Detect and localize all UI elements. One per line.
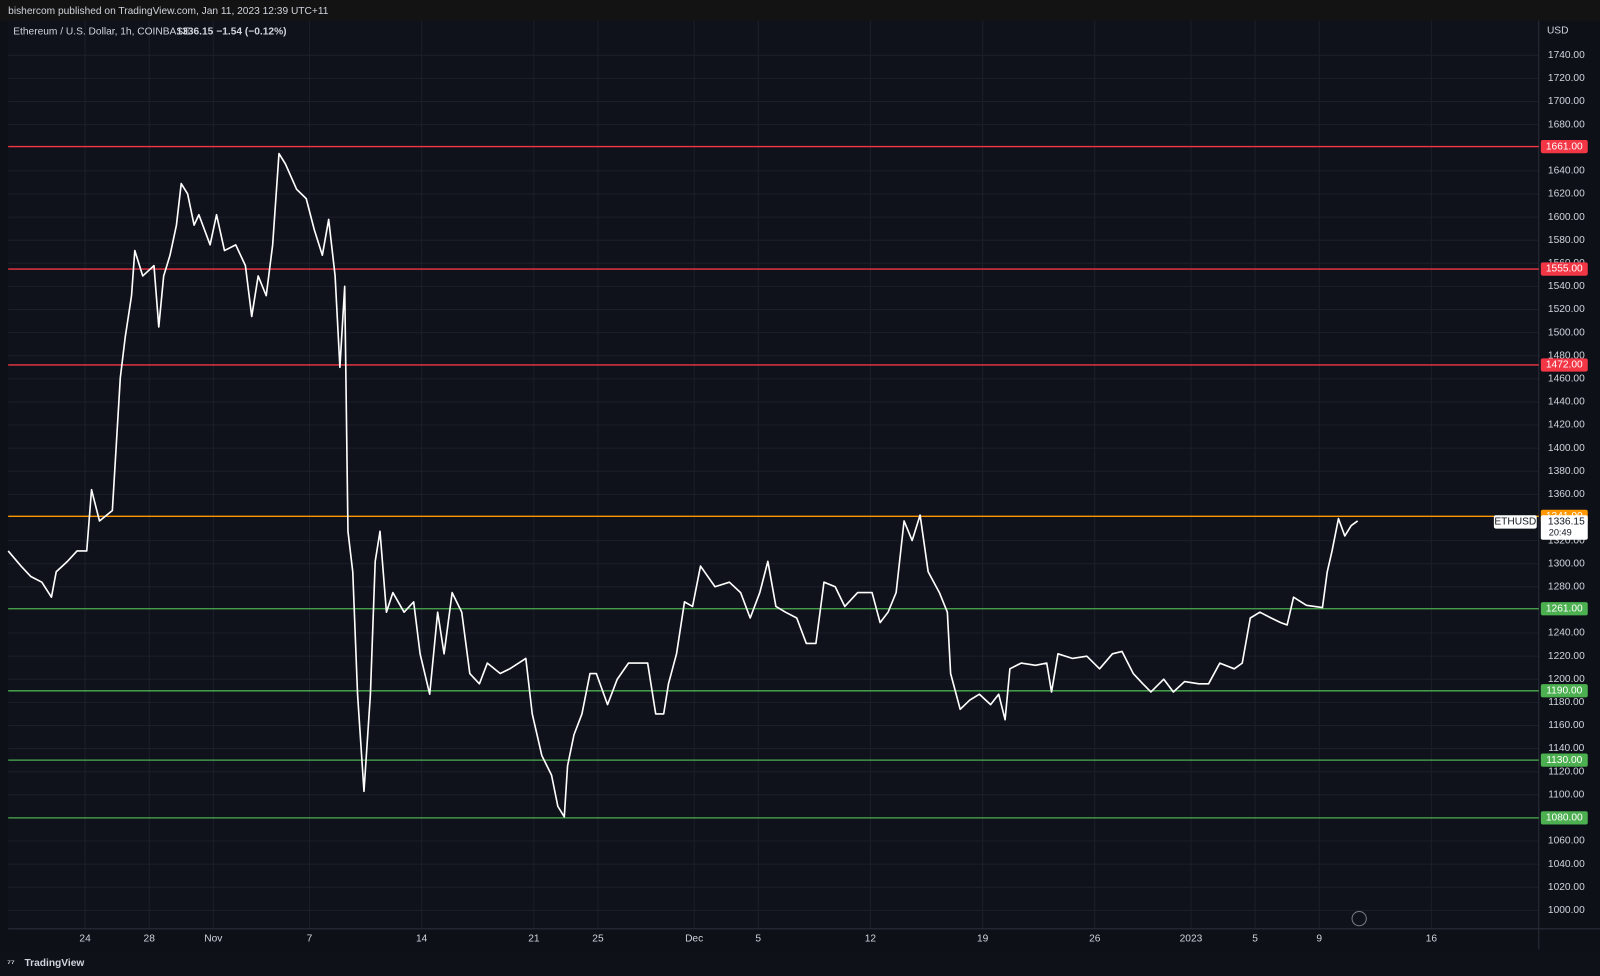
y-tick-label: 1000.00 <box>1548 905 1585 916</box>
x-tick-label: 19 <box>977 934 989 945</box>
price-tag <box>1540 515 1588 540</box>
grid <box>8 20 1539 929</box>
y-tick-label: 1580.00 <box>1548 235 1585 246</box>
level-tag-label: 1080.00 <box>1546 813 1583 824</box>
x-tick-label: 2023 <box>1180 934 1203 945</box>
y-tick-label: 1520.00 <box>1548 304 1585 315</box>
y-tick-label: 1680.00 <box>1548 119 1585 130</box>
level-tag-label: 1190.00 <box>1546 685 1582 696</box>
price-tag-label: 1336.15 <box>1548 517 1585 528</box>
bottom-bar <box>0 951 1600 976</box>
y-tick-label: 1720.00 <box>1548 73 1585 84</box>
currency-label: USD <box>1547 26 1569 37</box>
y-tick-label: 1420.00 <box>1548 420 1585 431</box>
legend-price: 1336.15 <box>177 27 214 38</box>
legend-change: −1.54 (−0.12%) <box>216 27 286 38</box>
x-tick-label: 5 <box>755 934 761 945</box>
x-tick-label: 14 <box>416 934 428 945</box>
y-tick-label: 1220.00 <box>1548 651 1585 662</box>
symbol-tag-label: ETHUSD <box>1494 517 1536 528</box>
y-tick-label: 1280.00 <box>1548 581 1585 592</box>
level-tag-label: 1130.00 <box>1546 755 1582 766</box>
x-tick-label: 12 <box>865 934 877 945</box>
x-tick-label: 24 <box>79 934 91 945</box>
y-tick-label: 1600.00 <box>1548 212 1585 223</box>
y-tick-label: 1160.00 <box>1548 720 1584 731</box>
replay-icon[interactable] <box>1351 910 1367 927</box>
level-tag-label: 1661.00 <box>1546 141 1583 152</box>
level-tag <box>1540 602 1588 616</box>
symbol-title: Ethereum / U.S. Dollar, 1h, COINBASE <box>13 27 190 38</box>
y-tick-label: 1700.00 <box>1548 96 1585 107</box>
level-tag <box>1540 139 1588 154</box>
y-tick-label: 1500.00 <box>1548 327 1585 338</box>
y-tick-label: 1540.00 <box>1548 281 1585 292</box>
y-tick-label: 1440.00 <box>1548 397 1585 408</box>
y-tick-label: 1200.00 <box>1548 674 1585 685</box>
level-tag <box>1540 811 1588 825</box>
level-tag <box>1540 262 1588 276</box>
x-tick-label: 26 <box>1089 934 1101 945</box>
y-tick-label: 1400.00 <box>1548 443 1585 454</box>
y-tick-label: 1120.00 <box>1548 766 1584 777</box>
x-tick-label: 9 <box>1316 934 1322 945</box>
y-tick-label: 1060.00 <box>1548 836 1585 847</box>
symbol-tag <box>1493 515 1537 529</box>
price-line <box>7 152 1359 818</box>
level-tag-label: 1472.00 <box>1546 360 1583 371</box>
plot-area <box>8 20 1539 929</box>
y-tick-label: 1180.00 <box>1548 697 1584 708</box>
level-tag <box>1540 753 1588 767</box>
level-tag <box>1540 684 1588 698</box>
y-tick-label: 1620.00 <box>1548 189 1585 200</box>
y-tick-label: 1360.00 <box>1548 489 1585 500</box>
content <box>7 145 1539 819</box>
x-tick-label: 21 <box>528 934 540 945</box>
level-tag-label: 1555.00 <box>1546 264 1583 275</box>
publish-info: bishercom published on TradingView.com, … <box>8 6 329 17</box>
y-tick-label: 1640.00 <box>1548 166 1585 177</box>
x-tick-label: 25 <box>592 934 604 945</box>
x-tick-label: Dec <box>685 934 703 945</box>
y-tick-label: 1020.00 <box>1548 882 1585 893</box>
level-tag <box>1540 358 1588 372</box>
x-tick-label: 5 <box>1252 934 1258 945</box>
y-tick-label: 1040.00 <box>1548 859 1585 870</box>
y-tick-label: 1460.00 <box>1548 374 1585 385</box>
y-tick-label: 1740.00 <box>1548 50 1585 61</box>
level-tag-label: 1261.00 <box>1546 603 1583 614</box>
y-tick-label: 1140.00 <box>1548 743 1584 754</box>
y-tick-label: 1380.00 <box>1548 466 1585 477</box>
x-tick-label: 16 <box>1426 934 1438 945</box>
brand-logo: ⁷⁷ <box>7 958 15 968</box>
y-tick-label: 1300.00 <box>1548 558 1585 569</box>
y-tick-label: 1320.00 <box>1548 535 1585 546</box>
countdown-label: 20:49 <box>1549 528 1572 538</box>
y-tick-label: 1240.00 <box>1548 628 1585 639</box>
brand: TradingView <box>24 958 84 969</box>
x-tick-label: 7 <box>307 934 313 945</box>
x-tick-label: 28 <box>144 934 156 945</box>
top-bar <box>0 0 1600 21</box>
y-tick-label: 1100.00 <box>1548 789 1584 800</box>
y-tick-label: 1480.00 <box>1548 350 1585 361</box>
x-tick-label: Nov <box>204 934 223 945</box>
